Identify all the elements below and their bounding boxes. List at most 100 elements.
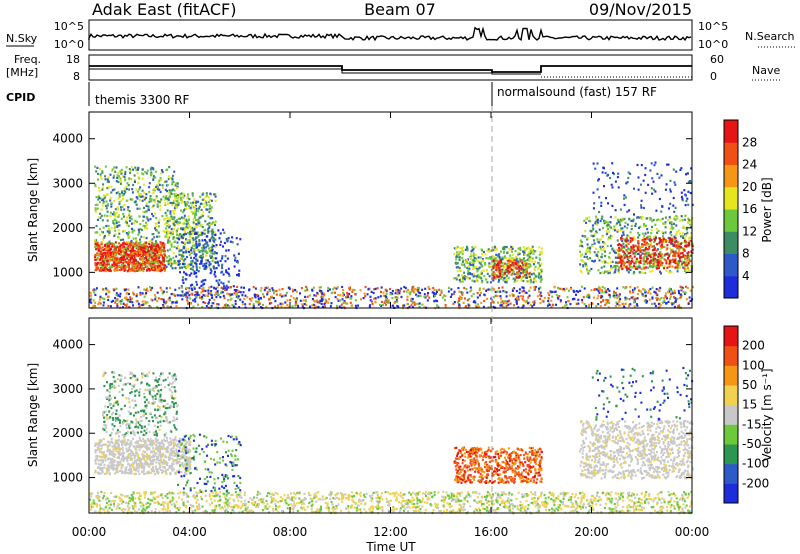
- echo-cell: [513, 304, 516, 307]
- echo-cell: [117, 180, 120, 184]
- echo-cell: [170, 265, 173, 268]
- echo-cell: [131, 252, 134, 255]
- echo-cell: [271, 287, 274, 290]
- echo-cell: [169, 212, 172, 215]
- echo-cell: [596, 238, 599, 241]
- echo-cell: [565, 301, 567, 304]
- echo-cell: [493, 296, 496, 299]
- echo-cell: [482, 259, 485, 262]
- echo-cell: [94, 231, 97, 234]
- echo-cell: [453, 252, 456, 256]
- echo-cell: [137, 193, 140, 196]
- echo-cell: [189, 263, 192, 266]
- echo-cell: [116, 176, 119, 179]
- echo-cell: [382, 291, 385, 294]
- echo-cell: [595, 218, 598, 221]
- echo-cell: [440, 289, 443, 292]
- echo-cell: [168, 230, 171, 233]
- echo-cell: [194, 236, 197, 239]
- echo-cell: [137, 254, 140, 258]
- echo-cell: [664, 253, 667, 256]
- echo-cell: [330, 292, 333, 295]
- echo-cell: [597, 256, 600, 259]
- echo-cell: [604, 303, 607, 306]
- echo-cell: [636, 259, 639, 262]
- echo-cell: [154, 250, 157, 253]
- echo-cell: [646, 244, 649, 247]
- echo-cell: [143, 196, 146, 199]
- echo-cell: [215, 296, 218, 299]
- echo-cell: [144, 171, 147, 174]
- echo-cell: [198, 286, 201, 289]
- echo-cell: [167, 236, 169, 239]
- echo-cell: [690, 239, 693, 242]
- echo-cell: [208, 207, 211, 210]
- echo-cell: [150, 174, 152, 177]
- echo-cell: [349, 297, 352, 300]
- echo-cell: [210, 270, 213, 273]
- echo-cell: [113, 188, 116, 191]
- echo-cell: [101, 249, 104, 252]
- echo-cell: [211, 246, 214, 249]
- echo-cell: [638, 216, 641, 219]
- echo-cell: [335, 287, 338, 290]
- echo-cell: [171, 174, 174, 177]
- echo-cell: [461, 252, 464, 255]
- echo-cell: [114, 225, 116, 228]
- freq-trace: [89, 65, 692, 73]
- echo-cell: [151, 206, 154, 209]
- echo-cell: [225, 269, 228, 272]
- echo-cell: [474, 304, 477, 307]
- echo-cell: [474, 301, 477, 304]
- echo-cell: [607, 288, 609, 291]
- echo-cell: [292, 290, 294, 293]
- echo-cell: [668, 265, 671, 268]
- echo-cell: [126, 303, 129, 306]
- echo-cell: [116, 206, 119, 209]
- echo-cell: [166, 256, 168, 259]
- echo-cell: [176, 219, 178, 222]
- echo-cell: [305, 303, 308, 306]
- echo-cell: [188, 241, 191, 244]
- echo-cell: [115, 287, 118, 290]
- echo-cell: [194, 300, 197, 303]
- echo-cell: [529, 281, 532, 284]
- echo-cell: [609, 237, 612, 240]
- echo-cell: [502, 265, 505, 269]
- echo-cell: [226, 239, 229, 242]
- echo-cell: [193, 226, 196, 229]
- echo-cell: [651, 269, 654, 272]
- echo-cell: [647, 231, 649, 234]
- echo-cell: [106, 219, 109, 222]
- echo-cell: [205, 194, 208, 197]
- echo-cell: [687, 302, 690, 305]
- echo-cell: [146, 227, 149, 230]
- echo-cell: [268, 298, 271, 301]
- echo-cell: [156, 291, 159, 294]
- echo-cell: [453, 301, 456, 304]
- echo-cell: [164, 250, 166, 253]
- echo-cell: [204, 249, 207, 252]
- echo-cell: [413, 291, 416, 294]
- echo-cell: [617, 254, 620, 258]
- echo-cell: [472, 275, 475, 278]
- echo-cell: [527, 276, 530, 279]
- echo-cell: [589, 257, 592, 260]
- echo-cell: [117, 172, 120, 175]
- echo-cell: [185, 207, 188, 210]
- echo-cell: [125, 219, 128, 222]
- echo-cell: [120, 261, 122, 264]
- echo-cell: [123, 260, 126, 263]
- echo-cell: [142, 210, 145, 213]
- echo-cell: [651, 252, 654, 255]
- echo-cell: [100, 251, 103, 254]
- echo-cell: [496, 270, 499, 273]
- echo-cell: [156, 269, 159, 272]
- echo-cell: [152, 175, 155, 178]
- nsky-panel: N.Sky 10^5 10^0 N.Search 10^5 10^0: [6, 19, 796, 51]
- echo-cell: [192, 221, 195, 224]
- echo-cell: [517, 253, 520, 256]
- echo-cell: [501, 300, 504, 303]
- echo-cell: [120, 217, 123, 220]
- echo-cell: [312, 303, 315, 306]
